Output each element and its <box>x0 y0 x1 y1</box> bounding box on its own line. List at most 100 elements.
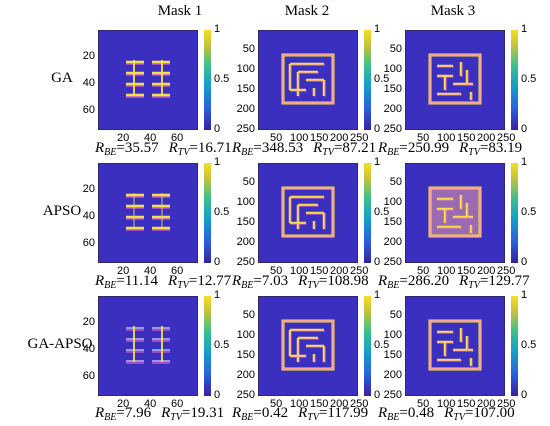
colorbar-tick-label: 0.5 <box>214 339 230 351</box>
x-tick-label: 200 <box>330 398 349 410</box>
r-symbol: R <box>298 405 308 421</box>
be-subscript: BE <box>387 280 400 291</box>
colorbar-tick-label: 1 <box>214 156 221 168</box>
y-tick-label: 200 <box>236 236 255 248</box>
y-tick-label: 250 <box>236 123 255 135</box>
y-tick-label: 200 <box>383 369 402 381</box>
row-label-ga: GA <box>51 70 73 86</box>
colorbar-tick-label: 1 <box>521 156 528 168</box>
y-tick-label: 100 <box>236 196 255 208</box>
colorbar <box>511 30 518 130</box>
metrics-text: RBE=35.57 RTV=16.71 <box>95 140 232 158</box>
x-tick-label: 40 <box>144 398 157 410</box>
rbe-value: =7.96 <box>116 405 152 421</box>
y-tick-label: 250 <box>383 123 402 135</box>
x-tick-label: 50 <box>417 398 430 410</box>
y-tick-label: 250 <box>236 389 255 401</box>
r-symbol: R <box>232 140 242 156</box>
tv-subscript: TV <box>177 280 189 291</box>
colorbar-tick-label: 0.5 <box>521 339 537 351</box>
r-symbol: R <box>444 405 454 421</box>
rbe-value: =286.20 <box>399 273 450 289</box>
x-tick-label: 50 <box>417 132 430 144</box>
x-tick-label: 20 <box>117 265 130 277</box>
be-subscript: BE <box>241 147 254 158</box>
colorbar-tick-label: 0.5 <box>521 73 537 85</box>
y-tick-label: 250 <box>383 389 402 401</box>
colorbar-tick-label: 0 <box>374 389 381 401</box>
r-symbol: R <box>95 405 105 421</box>
y-tick-label: 50 <box>242 176 255 188</box>
be-subscript: BE <box>387 147 400 158</box>
y-tick-label: 250 <box>236 256 255 268</box>
rbe-value: =35.57 <box>116 140 159 156</box>
rtv-value: =87.21 <box>333 140 377 156</box>
r-symbol: R <box>459 273 469 289</box>
r-symbol: R <box>232 273 242 289</box>
be-subscript: BE <box>104 147 117 158</box>
be-subscript: BE <box>387 412 400 423</box>
x-tick-label: 50 <box>270 265 283 277</box>
colorbar-tick-label: 0.5 <box>214 73 230 85</box>
rbe-value: =0.42 <box>253 405 289 421</box>
x-tick-label: 100 <box>437 265 456 277</box>
x-tick-label: 150 <box>457 398 476 410</box>
heatmap-plot <box>258 296 358 396</box>
colorbar <box>364 30 371 130</box>
x-tick-label: 100 <box>437 132 456 144</box>
colorbar-tick-label: 1 <box>214 23 221 35</box>
mask-pattern-image <box>126 193 170 231</box>
colorbar-tick-label: 0 <box>521 256 528 268</box>
mask-pattern-image <box>428 186 482 238</box>
heatmap-plot <box>405 30 505 130</box>
x-tick-label: 100 <box>437 398 456 410</box>
y-tick-label: 100 <box>236 329 255 341</box>
metrics-text: RBE=7.03 RTV=108.98 <box>232 273 369 291</box>
tv-subscript: TV <box>307 412 319 423</box>
heatmap-plot <box>405 296 505 396</box>
metrics-text: RBE=0.48 RTV=107.00 <box>378 405 515 423</box>
colorbar-tick-label: 0 <box>521 123 528 135</box>
x-tick-label: 200 <box>477 398 496 410</box>
mask-pattern-image <box>281 186 335 238</box>
x-tick-label: 250 <box>497 398 516 410</box>
rtv-value: =19.31 <box>181 405 225 421</box>
r-symbol: R <box>168 273 178 289</box>
x-tick-label: 40 <box>144 265 157 277</box>
y-tick-label: 60 <box>82 370 95 382</box>
y-tick-label: 60 <box>82 104 95 116</box>
rtv-value: =16.71 <box>189 140 232 156</box>
metrics-text: RBE=348.53 RTV=87.21 <box>232 140 376 158</box>
r-symbol: R <box>95 273 105 289</box>
metrics-text: RBE=250.99 RTV=83.19 <box>378 140 522 158</box>
x-tick-label: 200 <box>330 132 349 144</box>
x-tick-label: 250 <box>350 265 369 277</box>
colorbar-tick-label: 0 <box>374 256 381 268</box>
x-tick-label: 100 <box>290 132 309 144</box>
metrics-text: RBE=0.42 RTV=117.99 <box>232 405 368 423</box>
x-tick-label: 40 <box>144 132 157 144</box>
x-tick-label: 60 <box>171 398 184 410</box>
colorbar-tick-label: 1 <box>374 23 381 35</box>
mask-pattern-image <box>126 60 170 98</box>
x-tick-label: 250 <box>350 398 369 410</box>
y-tick-label: 60 <box>82 237 95 249</box>
rbe-value: =0.48 <box>399 405 435 421</box>
y-tick-label: 100 <box>236 63 255 75</box>
y-tick-label: 150 <box>383 83 402 95</box>
column-header-mask-2: Mask 2 <box>284 3 330 19</box>
colorbar-tick-label: 0.5 <box>374 206 390 218</box>
metrics-text: RBE=7.96 RTV=19.31 <box>95 405 224 423</box>
y-tick-label: 200 <box>383 236 402 248</box>
colorbar-tick-label: 0 <box>521 389 528 401</box>
rbe-value: =348.53 <box>253 140 304 156</box>
y-tick-label: 200 <box>236 369 255 381</box>
colorbar <box>204 163 211 263</box>
y-tick-label: 20 <box>82 183 95 195</box>
r-symbol: R <box>459 140 469 156</box>
y-tick-label: 40 <box>82 210 95 222</box>
colorbar <box>204 30 211 130</box>
x-tick-label: 60 <box>171 132 184 144</box>
x-tick-label: 200 <box>477 265 496 277</box>
r-symbol: R <box>232 405 242 421</box>
